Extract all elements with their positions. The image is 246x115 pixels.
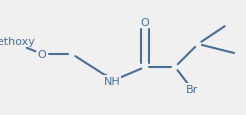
- Text: Br: Br: [186, 84, 198, 94]
- Text: methoxy: methoxy: [0, 37, 34, 47]
- Text: O: O: [38, 50, 46, 59]
- Text: NH: NH: [104, 76, 120, 86]
- Text: O: O: [141, 18, 149, 28]
